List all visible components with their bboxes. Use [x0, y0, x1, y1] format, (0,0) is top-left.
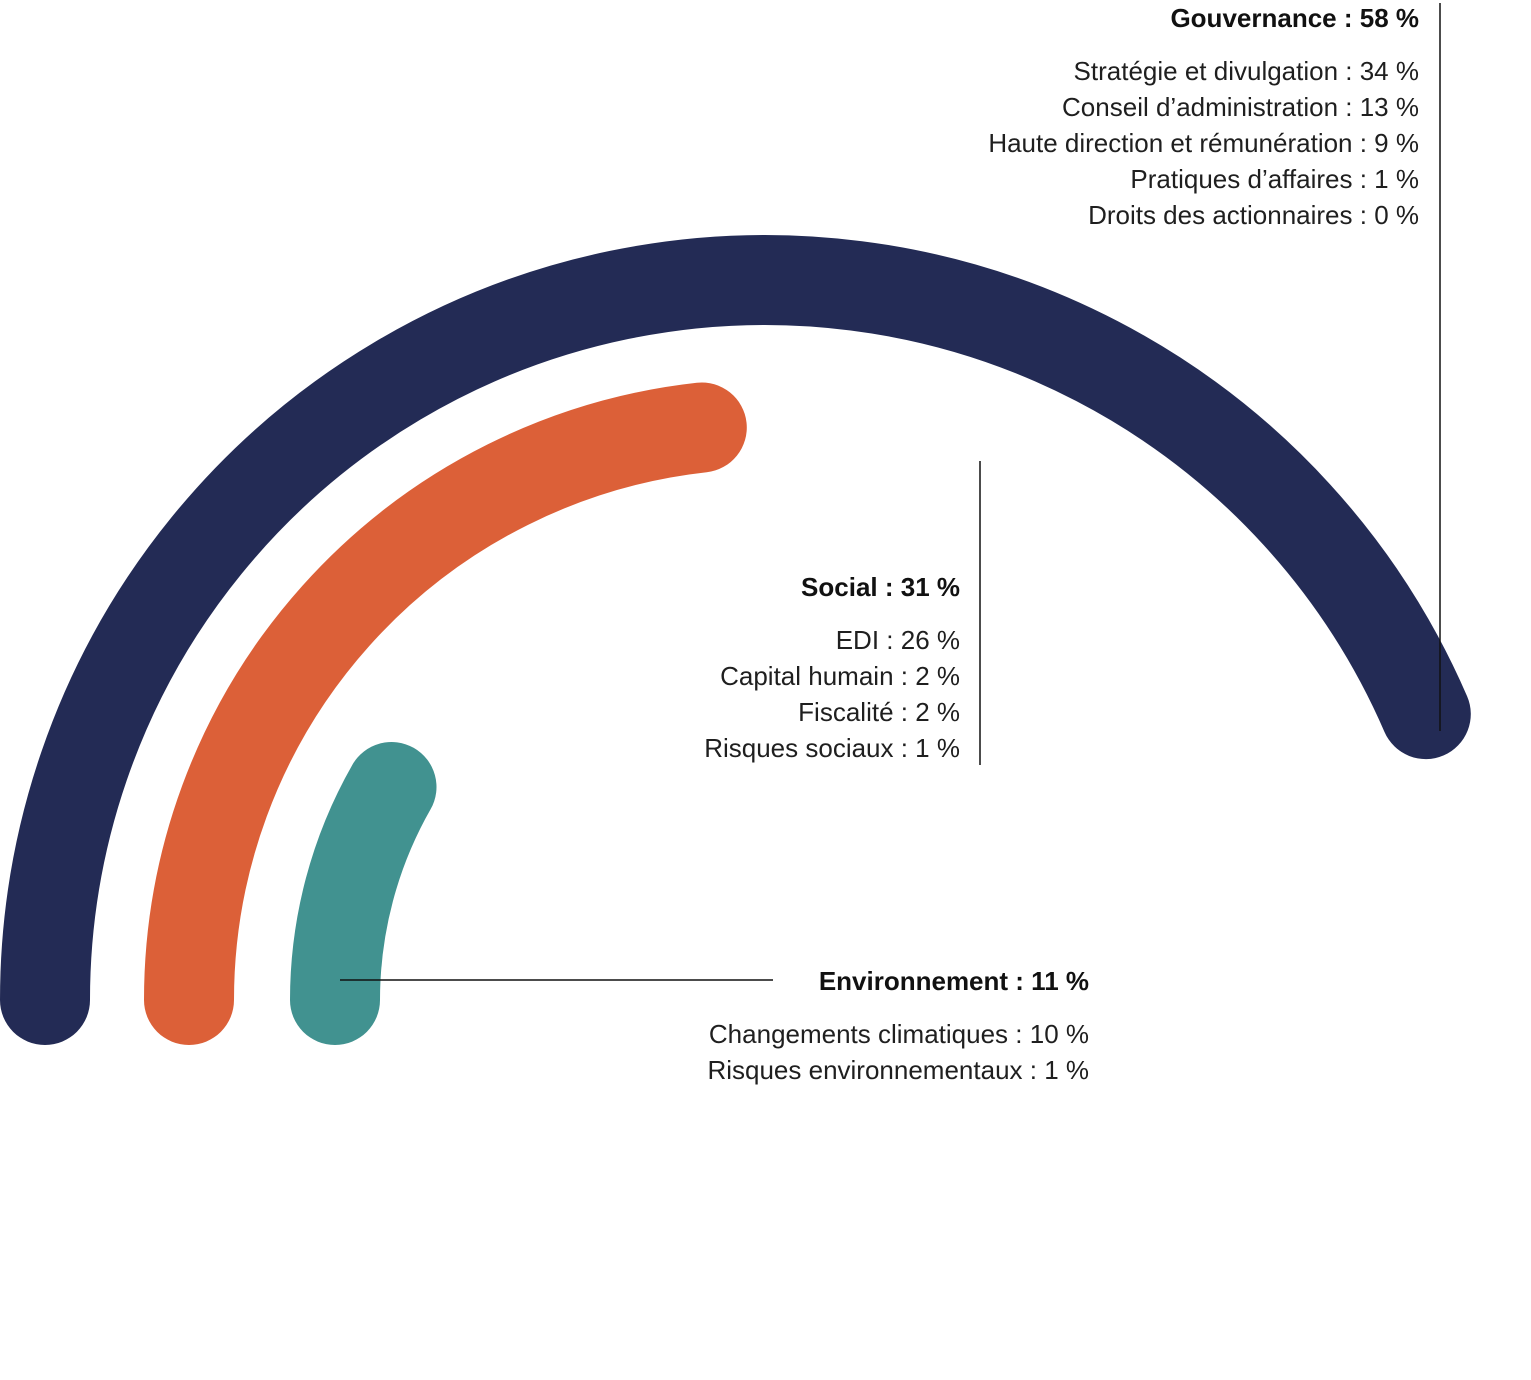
arc-social	[144, 382, 747, 1045]
breakdown-item: Droits des actionnaires : 0 %	[1088, 200, 1419, 230]
breakdown-item: Risques environnementaux : 1 %	[707, 1055, 1089, 1085]
label-block-social: Social : 31 % EDI : 26 % Capital humain …	[704, 572, 960, 766]
arc-gouvernance	[0, 235, 1471, 1045]
breakdown-list-social: EDI : 26 % Capital humain : 2 % Fiscalit…	[704, 622, 960, 766]
series-title-environnement: Environnement : 11 %	[818, 966, 1089, 996]
breakdown-item: Changements climatiques : 10 %	[708, 1019, 1089, 1049]
label-block-gouvernance: Gouvernance : 58 % Stratégie et divulgat…	[988, 3, 1419, 233]
breakdown-list-gouvernance: Stratégie et divulgation : 34 % Conseil …	[988, 53, 1419, 233]
breakdown-item: Capital humain : 2 %	[720, 661, 960, 691]
breakdown-item: Pratiques d’affaires : 1 %	[1130, 164, 1419, 194]
breakdown-item: Risques sociaux : 1 %	[704, 733, 960, 763]
arc-environnement	[290, 742, 437, 1045]
series-title-social: Social : 31 %	[801, 572, 960, 602]
breakdown-item: Stratégie et divulgation : 34 %	[1073, 56, 1419, 86]
breakdown-list-environnement: Changements climatiques : 10 % Risques e…	[707, 1016, 1089, 1088]
label-block-environnement: Environnement : 11 % Changements climati…	[707, 966, 1089, 1088]
series-title-gouvernance: Gouvernance : 58 %	[1170, 3, 1419, 33]
breakdown-item: EDI : 26 %	[835, 625, 960, 655]
breakdown-item: Haute direction et rémunération : 9 %	[988, 128, 1419, 158]
breakdown-item: Fiscalité : 2 %	[798, 697, 960, 727]
breakdown-item: Conseil d’administration : 13 %	[1062, 92, 1419, 122]
